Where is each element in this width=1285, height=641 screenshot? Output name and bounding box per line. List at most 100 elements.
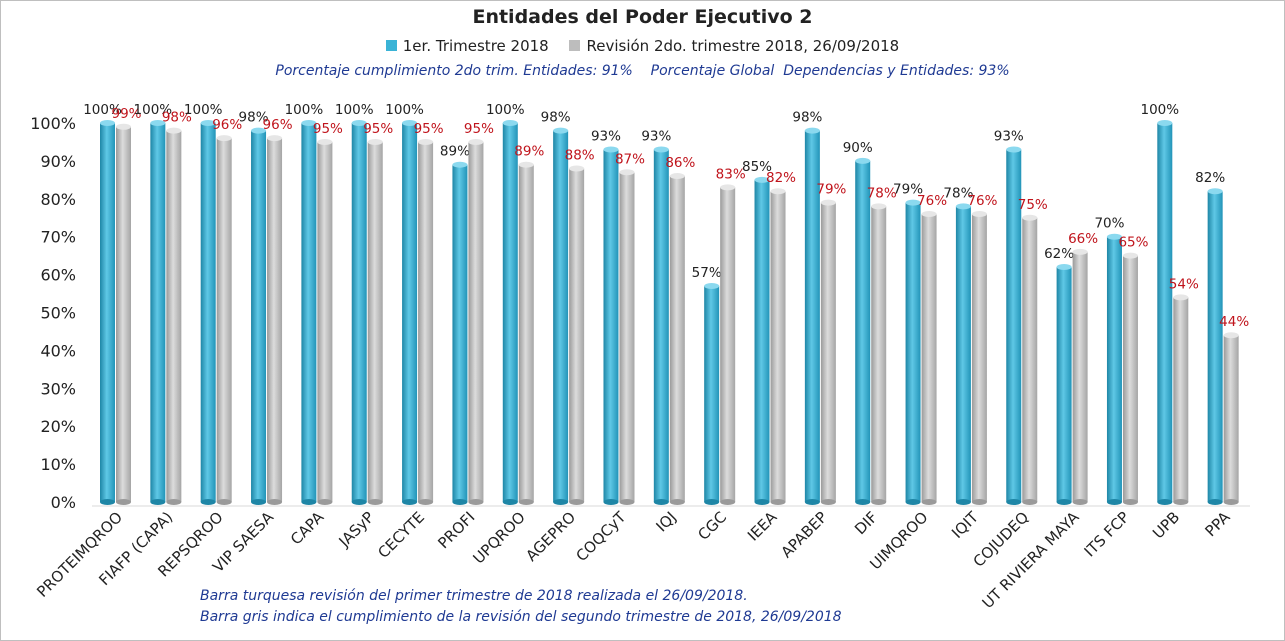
bar-top xyxy=(603,146,619,153)
data-label: 78% xyxy=(867,185,897,201)
data-label: 96% xyxy=(263,117,293,133)
bar-top xyxy=(669,173,685,180)
data-label: 95% xyxy=(464,121,494,137)
y-tick-label: 90% xyxy=(40,152,76,171)
bar xyxy=(301,123,317,502)
data-label: 87% xyxy=(615,151,645,167)
data-label: 98% xyxy=(792,110,822,126)
bar xyxy=(317,141,333,502)
data-label: 54% xyxy=(1169,276,1199,292)
chart-title: Entidades del Poder Ejecutivo 2 xyxy=(472,6,813,28)
x-tick-label: APABEP xyxy=(778,508,831,561)
bar-top xyxy=(502,120,518,126)
data-label: 66% xyxy=(1068,231,1098,247)
data-label: 100% xyxy=(83,102,122,118)
bar xyxy=(1207,191,1223,502)
bar-base xyxy=(720,499,736,505)
bar-base xyxy=(1056,499,1072,505)
bar-top xyxy=(770,188,786,195)
bar xyxy=(116,126,131,502)
bar-top xyxy=(871,203,887,210)
bar-base xyxy=(301,499,317,505)
bar-base xyxy=(871,499,887,505)
data-label: 100% xyxy=(486,102,525,118)
data-label: 57% xyxy=(692,265,722,281)
bar-top xyxy=(200,120,216,126)
bar-top xyxy=(921,210,937,217)
bar xyxy=(251,130,267,502)
chart-subtitle: Porcentaje cumplimiento 2do trim. Entida… xyxy=(275,63,1010,79)
x-tick-label: CGC xyxy=(694,508,730,544)
bar-top xyxy=(351,120,367,126)
bar-top xyxy=(150,120,166,126)
bar-base xyxy=(1106,499,1122,505)
x-tick-label: ITS FCP xyxy=(1081,508,1133,560)
bar xyxy=(367,141,383,502)
data-label: 90% xyxy=(843,140,873,156)
bar-top xyxy=(1122,252,1138,259)
bar-top xyxy=(518,161,534,168)
bar xyxy=(921,213,937,502)
bar-base xyxy=(704,499,720,505)
x-tick-label: IQIT xyxy=(948,508,982,542)
bar xyxy=(1122,255,1138,502)
bar xyxy=(720,187,736,502)
bar xyxy=(452,164,468,502)
bar-base xyxy=(518,499,534,505)
data-label: 88% xyxy=(565,147,595,163)
data-label: 95% xyxy=(313,121,343,137)
y-tick-label: 10% xyxy=(40,455,76,474)
legend-label-series-1: 1er. Trimestre 2018 xyxy=(402,37,549,55)
bar-base xyxy=(1006,499,1022,505)
x-tick-label: UPQROO xyxy=(469,508,528,567)
x-tick-label: UT RIVIERA MAYA xyxy=(979,508,1084,613)
data-label: 89% xyxy=(514,144,544,160)
bar xyxy=(1173,297,1189,502)
x-tick-label: CECYTE xyxy=(374,508,428,562)
bar-base xyxy=(452,499,468,505)
bar-top xyxy=(820,199,836,206)
data-label: 65% xyxy=(1118,235,1148,251)
data-label: 95% xyxy=(363,121,393,137)
y-tick-label: 70% xyxy=(40,228,76,247)
bar xyxy=(468,141,484,502)
x-tick-label: COQCyT xyxy=(572,508,630,566)
bar xyxy=(754,179,770,502)
bar-base xyxy=(955,499,971,505)
y-tick-label: 0% xyxy=(51,493,76,512)
bar-base xyxy=(1173,499,1189,505)
bar xyxy=(100,123,115,502)
bar-base xyxy=(971,499,987,505)
bar-top xyxy=(1056,264,1072,271)
data-label: 96% xyxy=(212,117,242,133)
bar-top xyxy=(720,184,736,191)
bar xyxy=(1006,149,1022,502)
bar-top xyxy=(402,120,418,126)
legend-label-series-2: Revisión 2do. trimestre 2018, 26/09/2018 xyxy=(586,37,900,55)
data-label: 85% xyxy=(742,159,772,175)
data-label: 44% xyxy=(1219,314,1249,330)
bar xyxy=(653,149,669,502)
bar xyxy=(669,176,685,502)
y-tick-label: 30% xyxy=(40,379,76,398)
bar-base xyxy=(200,499,216,505)
bar-base xyxy=(1122,499,1138,505)
data-label: 95% xyxy=(414,121,444,137)
bar-top xyxy=(1173,294,1189,301)
bar-top xyxy=(1072,248,1088,255)
bar xyxy=(1223,335,1239,502)
bar-top xyxy=(804,127,820,134)
x-tick-label: IQJ xyxy=(652,508,679,535)
chart-notes: Barra turquesa revisión del primer trime… xyxy=(200,586,842,628)
bar-top xyxy=(905,199,921,206)
bar-top xyxy=(1207,188,1223,195)
data-label: 83% xyxy=(716,166,746,182)
y-tick-label: 40% xyxy=(40,341,76,360)
data-label: 99% xyxy=(111,106,141,122)
bar-top xyxy=(1006,146,1022,153)
bar xyxy=(418,141,434,502)
bar-base xyxy=(267,499,283,505)
data-label: 78% xyxy=(943,185,973,201)
bar-base xyxy=(804,499,820,505)
bar-top xyxy=(1157,120,1173,126)
